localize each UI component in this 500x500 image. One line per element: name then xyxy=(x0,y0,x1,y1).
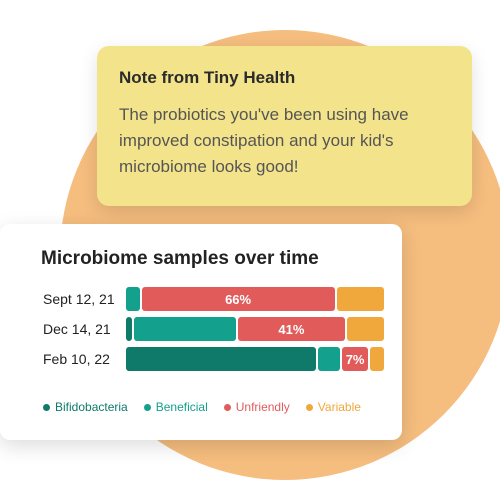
legend-item: Beneficial xyxy=(143,400,208,414)
chart-card: Microbiome samples over time Sept 12, 21… xyxy=(0,224,402,440)
note-body: The probiotics you've been using have im… xyxy=(119,105,409,176)
row-label: Dec 14, 21 xyxy=(43,321,111,337)
legend-item: Variable xyxy=(305,400,361,414)
bar-segment-beneficial xyxy=(318,347,340,371)
bar-segment-variable xyxy=(336,287,384,311)
legend-dot-icon xyxy=(223,403,231,411)
legend-dot-icon xyxy=(43,403,50,411)
bar-segment-bifidobacteria xyxy=(126,317,132,341)
legend-label: Beneficial xyxy=(155,400,208,414)
bar-segment-bifidobacteria xyxy=(126,347,317,371)
legend-item: Unfriendly xyxy=(223,400,290,414)
legend-dot-icon xyxy=(305,403,313,411)
legend-label: Variable xyxy=(317,400,361,414)
bar-segment-variable xyxy=(347,317,384,341)
bar-segment-beneficial xyxy=(126,287,140,311)
bar-segment-beneficial xyxy=(133,317,236,341)
bar-segment-unfriendly: 41% xyxy=(237,317,345,341)
bar-value-label: 66% xyxy=(225,291,252,307)
bar-value-label: 41% xyxy=(278,321,305,337)
bar-row: 7% xyxy=(126,347,386,371)
bar-segment-variable xyxy=(370,347,384,371)
note-card: Note from Tiny Health The probiotics you… xyxy=(97,46,472,206)
bar-segment-unfriendly: 7% xyxy=(341,347,369,371)
legend-dot-icon xyxy=(143,403,151,411)
bar-segment-unfriendly: 66% xyxy=(141,287,335,311)
legend-item: Bifidobacteria xyxy=(43,400,128,414)
chart-legend: Bifidobacteria Beneficial Unfriendly Var… xyxy=(43,400,361,414)
legend-label: Unfriendly xyxy=(235,400,290,414)
bar-value-label: 7% xyxy=(345,351,365,367)
row-label: Sept 12, 21 xyxy=(43,291,115,307)
row-label: Feb 10, 22 xyxy=(43,351,110,367)
bar-row: 41% xyxy=(126,317,386,341)
bar-row: 66% xyxy=(126,287,386,311)
legend-label: Bifidobacteria xyxy=(55,400,128,414)
chart-title: Microbiome samples over time xyxy=(41,248,319,269)
note-title: Note from Tiny Health xyxy=(119,68,296,87)
